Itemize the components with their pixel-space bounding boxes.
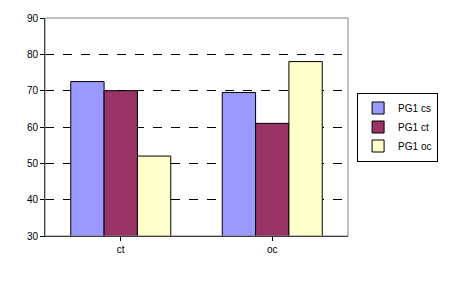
svg-text:oc: oc [267,244,278,255]
svg-text:PG1 cs: PG1 cs [398,103,431,114]
svg-text:70: 70 [27,85,39,96]
svg-text:PG1 ct: PG1 ct [398,122,429,133]
svg-text:PG1 oc: PG1 oc [398,141,431,152]
svg-text:80: 80 [27,49,39,60]
svg-text:60: 60 [27,122,39,133]
svg-text:90: 90 [27,13,39,24]
svg-text:30: 30 [27,231,39,242]
svg-text:ct: ct [117,244,125,255]
svg-text:40: 40 [27,194,39,205]
svg-text:50: 50 [27,158,39,169]
